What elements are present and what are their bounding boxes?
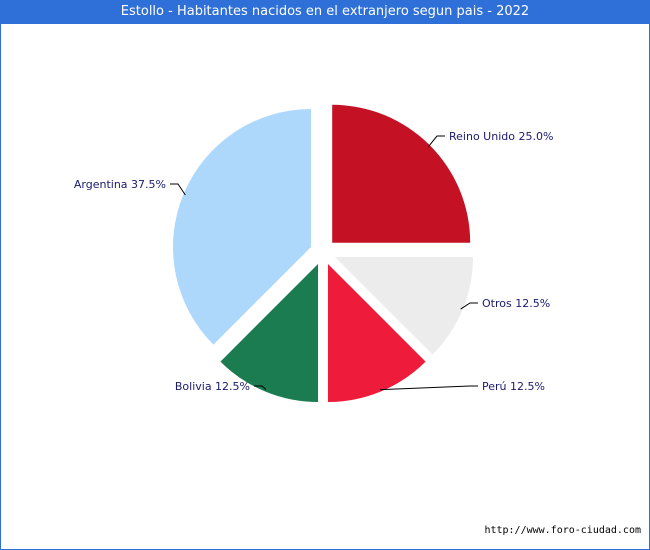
slice-label: Otros 12.5%	[482, 297, 550, 310]
pie-slice-bolivia	[220, 264, 319, 403]
pie-slice-otros	[335, 256, 474, 355]
leader-line	[460, 302, 478, 310]
slice-label: Argentina 37.5%	[74, 178, 166, 191]
leader-line	[170, 183, 186, 196]
slice-label: Bolivia 12.5%	[175, 380, 250, 393]
chart-title: Estollo - Habitantes nacidos en el extra…	[0, 0, 650, 24]
pie-slice-argentina	[172, 109, 311, 345]
slice-label: Reino Unido 25.0%	[449, 130, 553, 143]
leader-line	[427, 135, 445, 147]
leader-line	[254, 385, 267, 391]
source-link[interactable]: http://www.foro-ciudad.com	[484, 525, 641, 536]
leader-line	[379, 385, 478, 391]
pie-slice-perú	[327, 264, 426, 403]
slice-label: Perú 12.5%	[482, 380, 545, 393]
pie-slice-reino-unido	[332, 104, 471, 243]
